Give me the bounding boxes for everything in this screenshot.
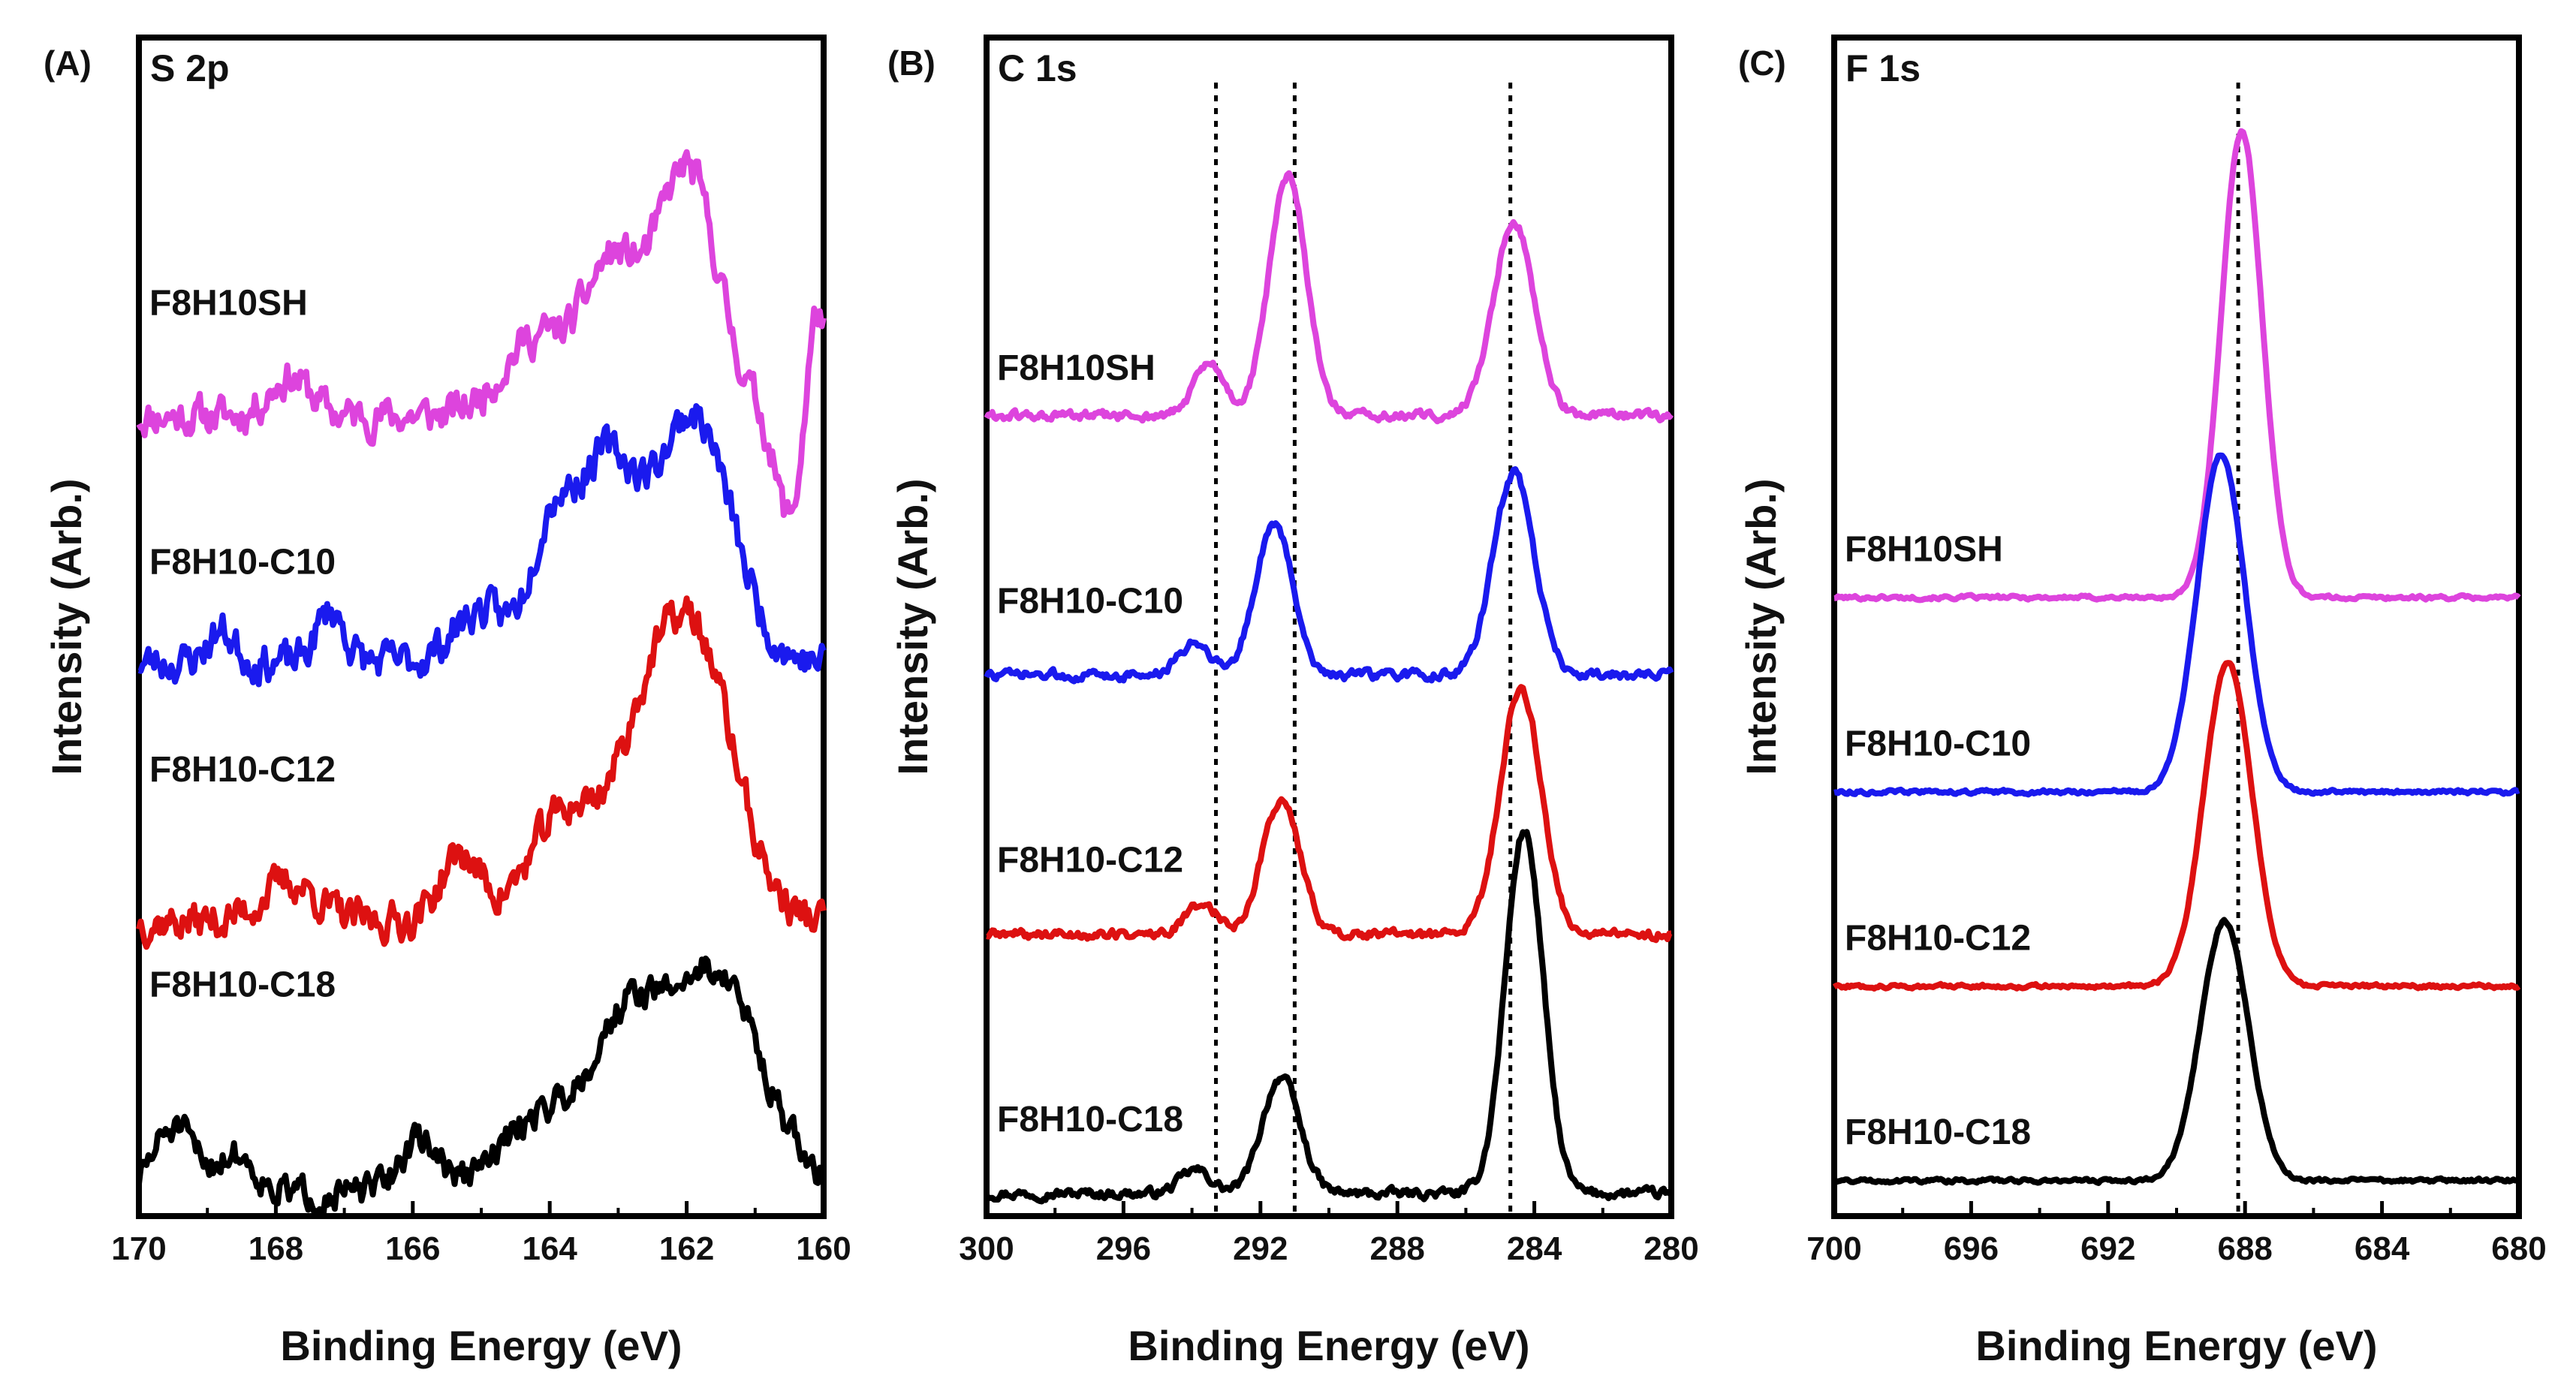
panel-a-series-f8h10-c10	[137, 403, 827, 688]
panel-b-x-tick-label: 296	[1096, 1230, 1151, 1267]
panel-b-series-label: F8H10SH	[997, 348, 1155, 388]
panel-a-y-axis-label: Intensity (Arb.)	[43, 478, 90, 775]
panel-c-series-f8h10-c18	[1833, 917, 2520, 1186]
panel-b-y-axis-label: Intensity (Arb.)	[889, 478, 936, 775]
panel-c-x-tick-label: 688	[2217, 1230, 2272, 1267]
panel-c-label: (C)	[1738, 44, 1786, 83]
panel-a-series-f8h10sh	[136, 149, 827, 518]
panel-b-series-f8h10sh	[984, 170, 1674, 425]
panel-c-x-tick-label: 680	[2491, 1230, 2546, 1267]
panel-a-series-label: F8H10-C10	[149, 543, 336, 583]
panel-c-series-label: F8H10-C10	[1845, 724, 2031, 763]
panel-b-frame	[984, 35, 1674, 1219]
panel-b-label: (B)	[887, 44, 935, 83]
panel-b-x-axis-label: Binding Energy (eV)	[1128, 1322, 1529, 1369]
panel-c-x-tick-label: 700	[1806, 1230, 1861, 1267]
panel-a-title: S 2p	[150, 47, 230, 89]
panel-c-series-label: F8H10SH	[1845, 529, 2003, 569]
panel-c-series-label: F8H10-C12	[1845, 918, 2031, 958]
panel-b-x-tick-label: 292	[1233, 1230, 1288, 1267]
panel-a-series-f8h10-c12	[136, 595, 827, 950]
panel-c-x-tick-label: 684	[2355, 1230, 2410, 1267]
panel-c-y-axis-label: Intensity (Arb.)	[1737, 478, 1785, 775]
panel-a-x-axis-label: Binding Energy (eV)	[280, 1322, 682, 1369]
panel-a-label: (A)	[44, 44, 92, 83]
panel-a-x-tick-label: 168	[249, 1230, 303, 1267]
panel-a-series-f8h10-c18	[136, 955, 827, 1218]
panel-b-x-tick-label: 284	[1507, 1230, 1562, 1267]
panel-b-series-f8h10-c12	[985, 684, 1673, 944]
panel-a-x-tick-label: 162	[659, 1230, 714, 1267]
panel-c-series-label: F8H10-C18	[1845, 1112, 2031, 1152]
panel-b-x-tick-label: 300	[959, 1230, 1014, 1267]
panel-c-x-axis-label: Binding Energy (eV)	[1975, 1322, 2377, 1369]
panel-a: (A) S 2p 170 168 166 164 162 160 F8H10SH F8H10-…	[43, 35, 851, 1369]
panel-a-plot: 170 168 166 164 162 160 F8H10SH F8H10-C10 F8H10-…	[111, 149, 851, 1267]
panel-b-series-label: F8H10-C18	[997, 1100, 1183, 1140]
panel-b-series-f8h10-c18	[984, 829, 1673, 1205]
panel-b-plot: 300 296 292 288 284 280 F8H10SH F8H10-C10 F8H10-…	[959, 83, 1699, 1267]
panel-b-series-f8h10-c10	[984, 466, 1674, 685]
panel-a-x-tick-label: 164	[522, 1230, 577, 1267]
panel-b-title: C 1s	[998, 47, 1077, 89]
panel-a-series-label: F8H10-C12	[149, 750, 336, 790]
panel-c-x-tick-label: 692	[2080, 1230, 2135, 1267]
panel-c: (C) F 1s 700 696 692 688 684 680 F8H10SH F8H10-…	[1737, 35, 2547, 1369]
panel-b-series-label: F8H10-C12	[997, 841, 1183, 881]
panel-c-frame	[1831, 35, 2522, 1219]
panel-c-series-f8h10-c10	[1833, 452, 2520, 798]
panel-c-title: F 1s	[1845, 47, 1921, 89]
panel-a-series-label: F8H10SH	[149, 283, 308, 323]
panel-a-x-tick-label: 170	[111, 1230, 166, 1267]
panel-c-series-f8h10sh	[1833, 128, 2521, 604]
panel-c-x-tick-label: 696	[1944, 1230, 1999, 1267]
panel-c-series-f8h10-c12	[1832, 660, 2521, 992]
panel-a-x-tick-label: 160	[796, 1230, 851, 1267]
panel-b-series-label: F8H10-C10	[997, 581, 1183, 621]
panel-b-x-tick-label: 288	[1369, 1230, 1424, 1267]
panel-a-x-tick-label: 166	[385, 1230, 440, 1267]
panel-c-plot: 700 696 692 688 684 680 F8H10SH F8H10-C10 F8H10-…	[1806, 83, 2547, 1267]
panel-a-series-label: F8H10-C18	[149, 965, 336, 1004]
panel-b-x-tick-label: 280	[1644, 1230, 1698, 1267]
panel-b: (B) C 1s 300 296 292 288 284 280 F8H10SH F8H10-…	[887, 35, 1699, 1369]
